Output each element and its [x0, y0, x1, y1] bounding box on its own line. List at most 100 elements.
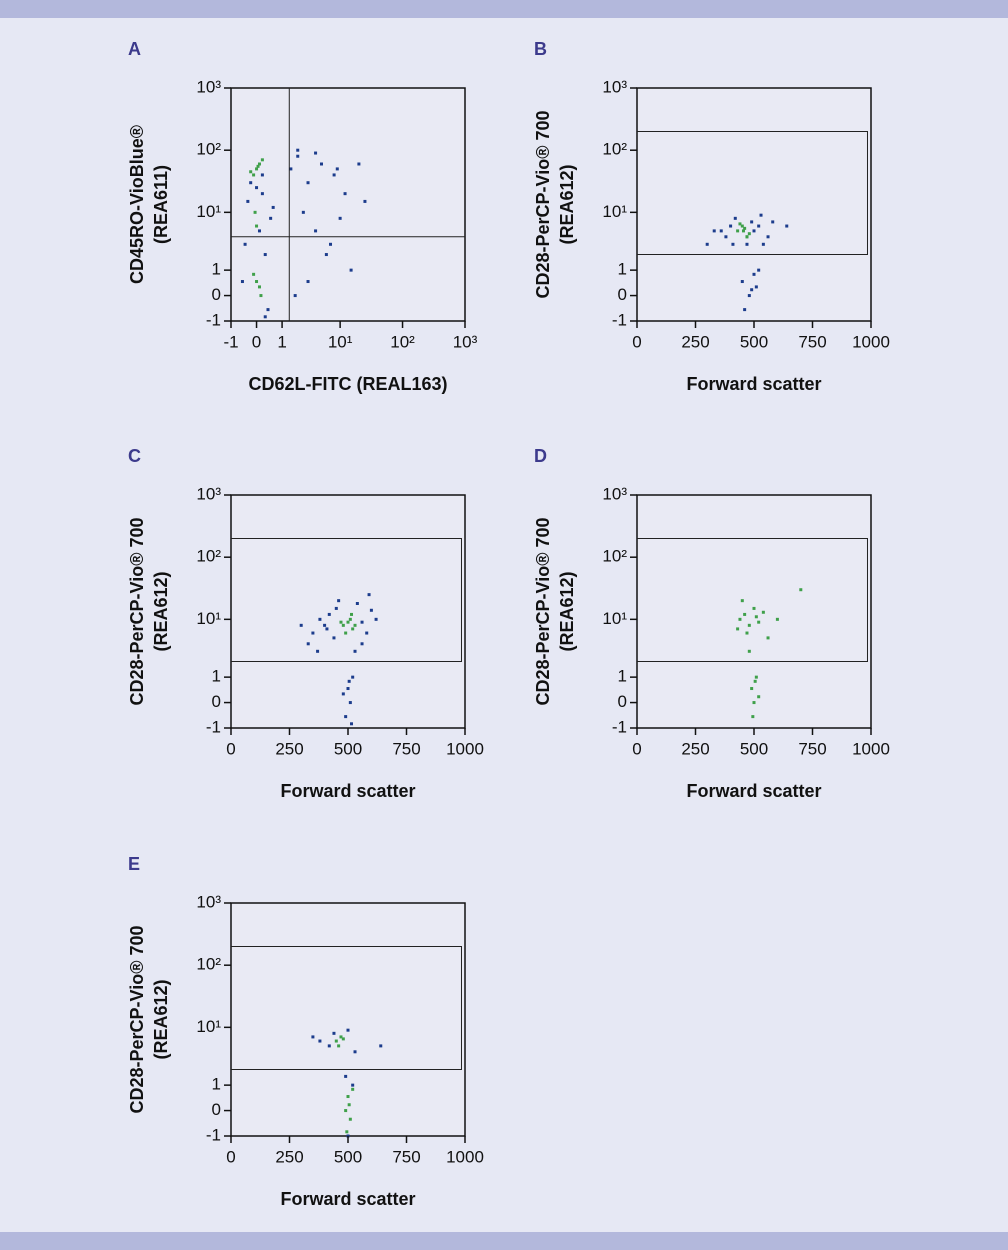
gate	[231, 537, 462, 663]
point	[253, 210, 257, 214]
point	[350, 612, 354, 616]
point	[351, 1087, 355, 1091]
y-axis-label: (REA612)	[151, 979, 171, 1059]
point	[344, 715, 348, 719]
point	[751, 715, 755, 719]
y-axis-label: (REA612)	[557, 571, 577, 651]
point	[745, 631, 749, 635]
y-tick-label: 1	[212, 260, 221, 279]
point	[785, 224, 789, 228]
point	[757, 695, 761, 699]
point	[325, 627, 329, 631]
x-tick-label: 750	[798, 332, 826, 351]
point	[733, 216, 737, 220]
point	[750, 687, 754, 691]
point	[259, 294, 263, 298]
plot-area	[636, 494, 872, 729]
point	[343, 192, 347, 196]
point	[357, 162, 361, 166]
point	[775, 617, 779, 621]
point	[252, 173, 256, 177]
point	[799, 588, 803, 592]
plot-area	[230, 494, 466, 729]
point	[348, 617, 352, 621]
point	[306, 280, 310, 284]
x-tick-label: 0	[226, 739, 235, 758]
point	[327, 612, 331, 616]
point	[759, 213, 763, 217]
point	[754, 615, 758, 619]
point	[289, 167, 293, 171]
y-tick-label: -1	[206, 717, 221, 736]
point	[738, 222, 742, 226]
y-axis-label: CD28-PerCP-Vio® 700	[533, 110, 553, 298]
point	[252, 272, 256, 276]
point	[771, 220, 775, 224]
y-axis-label: (REA611)	[151, 165, 171, 244]
point	[705, 242, 709, 246]
point	[747, 294, 751, 298]
point	[736, 229, 740, 233]
x-tick-label: 1000	[852, 739, 890, 758]
point	[314, 151, 318, 155]
x-tick-label: 250	[275, 739, 303, 758]
x-axis-label: CD62L-FITC (REAL163)	[248, 374, 447, 394]
top-bar	[0, 0, 1008, 18]
point	[367, 593, 371, 597]
point	[323, 623, 327, 627]
point	[249, 170, 253, 174]
point	[338, 216, 342, 220]
x-axis-label: Forward scatter	[686, 781, 821, 801]
point	[260, 158, 264, 162]
gate	[231, 945, 462, 1071]
point	[306, 181, 310, 185]
point	[263, 315, 267, 319]
y-tick-label: -1	[612, 717, 627, 736]
point	[348, 1117, 352, 1121]
point	[346, 1095, 350, 1099]
point	[745, 235, 749, 239]
point	[346, 1028, 350, 1032]
point	[335, 167, 339, 171]
y-axis-label: CD45RO-VioBlue®	[127, 125, 147, 284]
point	[712, 229, 716, 233]
y-tick-label: 1	[212, 667, 221, 686]
point	[752, 272, 756, 276]
point	[337, 1044, 341, 1048]
point	[316, 649, 320, 653]
x-tick-label: 10³	[453, 332, 478, 351]
point	[257, 285, 261, 289]
point	[257, 162, 261, 166]
point	[339, 620, 343, 624]
y-axis-label: (REA612)	[557, 164, 577, 244]
point	[255, 186, 259, 190]
y-tick-label: 10³	[602, 484, 627, 503]
panel-label: B	[534, 39, 547, 59]
x-axis-label: Forward scatter	[280, 781, 415, 801]
y-tick-label: 1	[618, 667, 627, 686]
point	[757, 620, 761, 624]
x-tick-label: 250	[681, 739, 709, 758]
point	[246, 199, 250, 203]
point	[346, 687, 350, 691]
y-tick-label: 10¹	[602, 609, 627, 628]
x-tick-label: 500	[334, 1147, 362, 1166]
point	[341, 692, 345, 696]
y-tick-label: -1	[612, 310, 627, 329]
point	[255, 167, 259, 171]
x-tick-label: 0	[632, 739, 641, 758]
panel-label: C	[128, 446, 141, 466]
point	[724, 235, 728, 239]
y-tick-label: 10²	[196, 547, 221, 566]
point	[293, 294, 297, 298]
point	[729, 224, 733, 228]
point	[341, 1037, 345, 1041]
point	[329, 242, 333, 246]
point	[341, 623, 345, 627]
point	[754, 675, 758, 679]
plot-area	[636, 87, 872, 322]
point	[243, 242, 247, 246]
point	[334, 1039, 338, 1043]
y-axis-label: (REA612)	[151, 571, 171, 651]
bottom-bar	[0, 1232, 1008, 1250]
